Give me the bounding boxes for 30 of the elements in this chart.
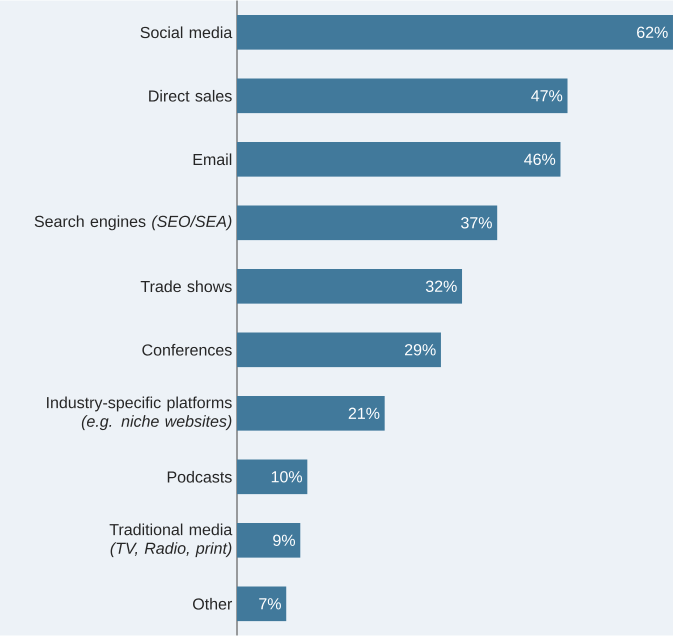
bar xyxy=(237,522,300,558)
y-tick-label: Search engines (SEO/SEA) xyxy=(34,215,232,230)
bar xyxy=(237,586,286,622)
data-label: 47% xyxy=(531,90,562,102)
bar xyxy=(237,459,308,494)
bar xyxy=(237,396,385,431)
data-label: 46% xyxy=(524,154,556,165)
bar xyxy=(237,332,441,368)
y-tick-label: Social media xyxy=(140,26,232,38)
y-tick-label: Traditional media (TV, Radio, print) xyxy=(110,523,232,558)
data-label: 32% xyxy=(426,280,457,292)
y-tick-label: Email xyxy=(194,153,232,166)
data-label: 9% xyxy=(273,534,296,546)
data-label: 21% xyxy=(348,408,380,419)
bar xyxy=(237,78,568,114)
bar xyxy=(237,268,462,304)
data-label: 10% xyxy=(272,471,302,482)
y-tick-label: Conferences xyxy=(142,344,232,356)
data-label: 37% xyxy=(461,217,492,228)
y-tick-label: Podcasts xyxy=(168,470,232,483)
bar xyxy=(237,142,560,177)
y-tick-label: Direct sales xyxy=(149,90,232,102)
y-tick-label: Other xyxy=(193,598,232,610)
y-tick-label: Industry-specific platforms (e.g. niche websites) xyxy=(47,396,232,430)
bar xyxy=(237,205,498,240)
y-tick-label: Trade shows xyxy=(140,280,232,292)
data-label: 62% xyxy=(637,26,668,38)
data-label: 29% xyxy=(404,344,436,356)
bar xyxy=(237,14,673,50)
data-label: 7% xyxy=(259,598,281,610)
